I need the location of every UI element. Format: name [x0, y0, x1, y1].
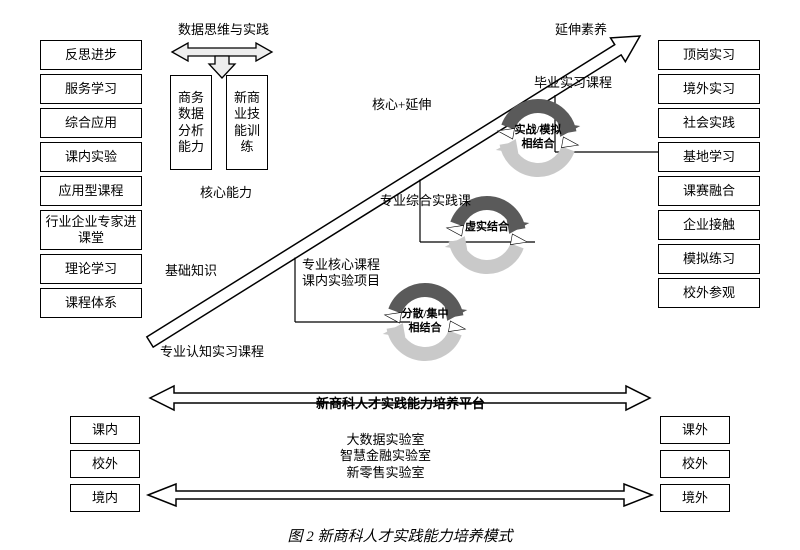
right-box-6: 模拟练习 [658, 244, 760, 274]
label-3: 基础知识 [165, 263, 217, 279]
bottom-right-box-2: 境外 [660, 484, 730, 512]
label-0: 数据思维与实践 [178, 22, 269, 38]
label-8: 专业认知实习课程 [160, 344, 264, 360]
label-9: 新商科人才实践能力培养平台 [316, 396, 485, 412]
right-box-0: 顶岗实习 [658, 40, 760, 70]
label-6: 专业综合实践课 [380, 193, 471, 209]
label-5: 毕业实习课程 [534, 75, 612, 91]
skill-box-1: 新商 业技 能训 练 [226, 75, 268, 170]
cycle-label-2: 分散/集中 相结合 [391, 308, 459, 336]
left-box-5: 行业企业专家进课堂 [40, 210, 142, 250]
right-box-2: 社会实践 [658, 108, 760, 138]
left-box-4: 应用型课程 [40, 176, 142, 206]
bottom-left-box-0: 课内 [70, 416, 140, 444]
bottom-right-box-0: 课外 [660, 416, 730, 444]
label-10: 大数据实验室 智慧金融实验室 新零售实验室 [340, 432, 431, 481]
left-box-7: 课程体系 [40, 288, 142, 318]
label-2: 核心能力 [200, 185, 252, 201]
right-box-3: 基地学习 [658, 142, 760, 172]
label-4: 核心+延伸 [372, 97, 431, 113]
bottom-right-box-1: 校外 [660, 450, 730, 478]
left-box-6: 理论学习 [40, 254, 142, 284]
left-box-1: 服务学习 [40, 74, 142, 104]
right-box-5: 企业接触 [658, 210, 760, 240]
skill-box-0: 商务 数据 分析 能力 [170, 75, 212, 170]
label-7: 专业核心课程 课内实验项目 [302, 257, 380, 290]
left-box-0: 反思进步 [40, 40, 142, 70]
left-box-2: 综合应用 [40, 108, 142, 138]
cycle-label-1: 虚实结合 [453, 221, 521, 235]
bottom-left-box-2: 境内 [70, 484, 140, 512]
left-box-3: 课内实验 [40, 142, 142, 172]
figure-caption: 图 2 新商科人才实践能力培养模式 [0, 525, 800, 546]
label-1: 延伸素养 [555, 22, 607, 38]
right-box-7: 校外参观 [658, 278, 760, 308]
cycle-label-0: 实战/模拟 相结合 [504, 124, 572, 152]
right-box-1: 境外实习 [658, 74, 760, 104]
bottom-left-box-1: 校外 [70, 450, 140, 478]
right-box-4: 课赛融合 [658, 176, 760, 206]
